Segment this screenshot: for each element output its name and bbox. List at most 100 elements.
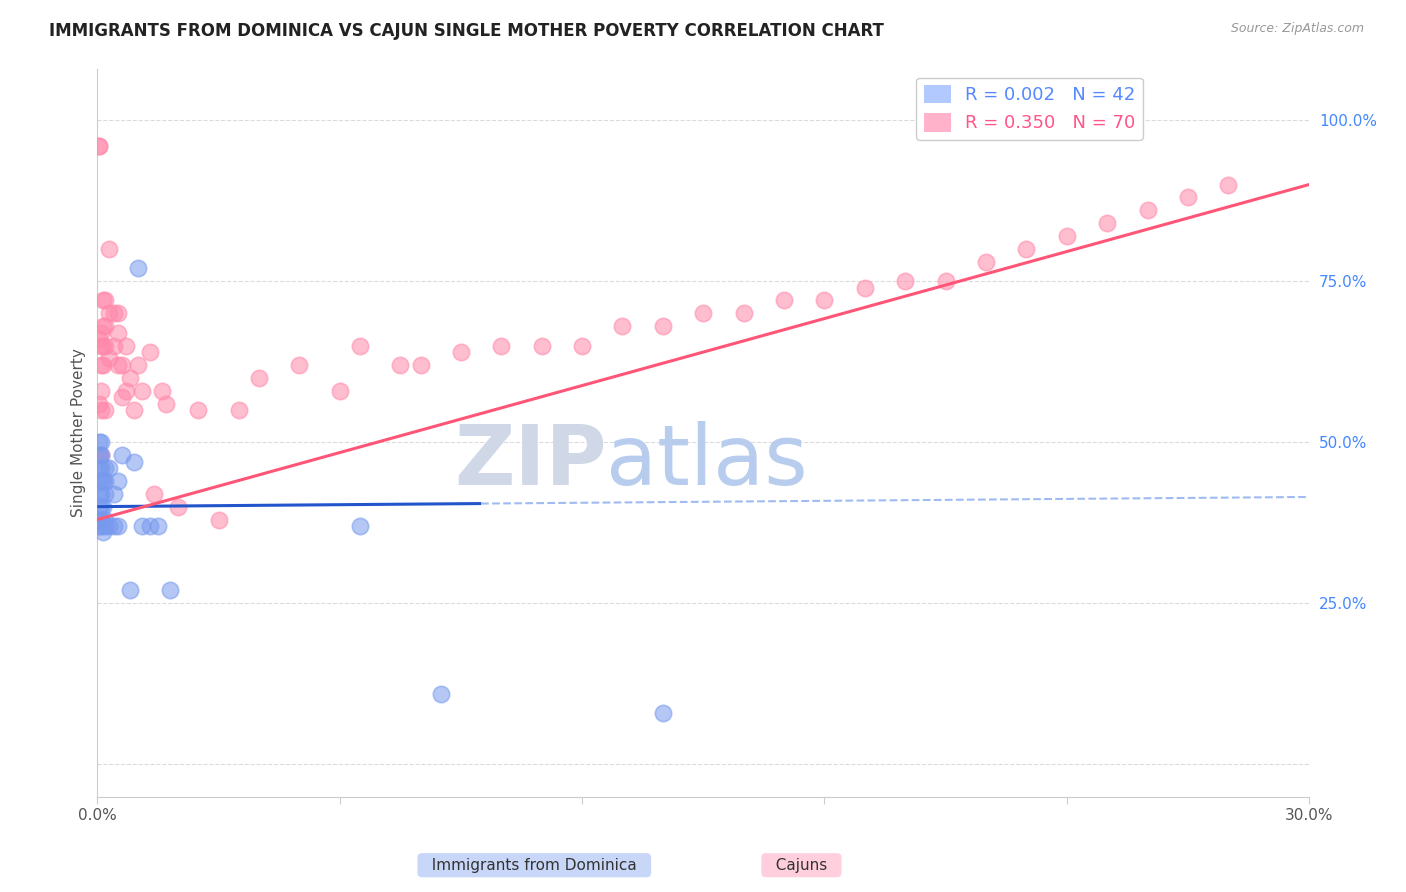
Point [612,319,634,334]
Point [127,261,149,276]
Point [93,358,115,372]
Point [93,293,115,308]
Point [90,474,112,488]
Point [127,358,149,372]
Point [773,293,796,308]
Point [90,435,112,450]
Text: Immigrants from Dominica: Immigrants from Dominica [422,858,647,872]
Point [733,306,755,320]
Point [90,500,112,514]
Point [94,293,117,308]
Point [90,448,112,462]
Point [894,274,917,288]
Point [90,519,112,533]
Point [692,306,714,320]
Legend: R = 0.002   N = 42, R = 0.350   N = 70: R = 0.002 N = 42, R = 0.350 N = 70 [917,78,1143,140]
Point [89,500,111,514]
Point [530,338,553,352]
Point [89,448,111,462]
Point [1218,178,1240,192]
Point [935,274,957,288]
Point [90,512,112,526]
Point [90,326,112,340]
Point [90,403,112,417]
Point [450,345,472,359]
Point [89,474,111,488]
Point [110,448,132,462]
Point [118,583,141,598]
Point [89,396,111,410]
Point [93,338,115,352]
Point [167,500,190,514]
Point [228,403,250,417]
Point [103,519,125,533]
Point [207,512,229,526]
Point [89,448,111,462]
Point [94,338,117,352]
Point [89,332,111,346]
Point [107,306,129,320]
Point [90,448,112,462]
Point [94,461,117,475]
Text: Cajuns: Cajuns [766,858,837,872]
Point [813,293,835,308]
Point [288,358,311,372]
Point [89,512,111,526]
Point [107,519,129,533]
Point [110,390,132,404]
Point [571,338,593,352]
Point [247,371,270,385]
Point [98,306,121,320]
Point [389,358,412,372]
Point [94,512,117,526]
Point [90,461,112,475]
Point [159,583,181,598]
Point [1097,216,1119,230]
Point [89,461,111,475]
Point [90,384,112,398]
Point [853,280,876,294]
Point [429,687,451,701]
Point [139,345,162,359]
Point [94,487,117,501]
Point [93,500,115,514]
Point [142,487,165,501]
Point [107,474,129,488]
Point [131,519,153,533]
Point [122,454,145,468]
Point [150,384,173,398]
Point [1136,203,1159,218]
Y-axis label: Single Mother Poverty: Single Mother Poverty [72,348,86,517]
Text: Source: ZipAtlas.com: Source: ZipAtlas.com [1230,22,1364,36]
Text: ZIP: ZIP [454,421,606,502]
Point [491,338,513,352]
Point [131,384,153,398]
Point [93,474,115,488]
Point [98,242,121,256]
Point [89,139,111,153]
Point [110,358,132,372]
Point [651,319,673,334]
Point [114,384,136,398]
Point [349,338,371,352]
Point [349,519,371,533]
Point [114,338,136,352]
Point [90,487,112,501]
Point [98,351,121,366]
Point [94,474,117,488]
Point [1177,190,1199,204]
Point [103,338,125,352]
Point [89,487,111,501]
Point [329,384,352,398]
Point [94,519,117,533]
Point [98,461,121,475]
Point [107,358,129,372]
Point [155,396,177,410]
Point [93,319,115,334]
Point [107,326,129,340]
Text: IMMIGRANTS FROM DOMINICA VS CAJUN SINGLE MOTHER POVERTY CORRELATION CHART: IMMIGRANTS FROM DOMINICA VS CAJUN SINGLE… [49,22,884,40]
Point [94,319,117,334]
Point [1015,242,1038,256]
Point [89,435,111,450]
Point [90,358,112,372]
